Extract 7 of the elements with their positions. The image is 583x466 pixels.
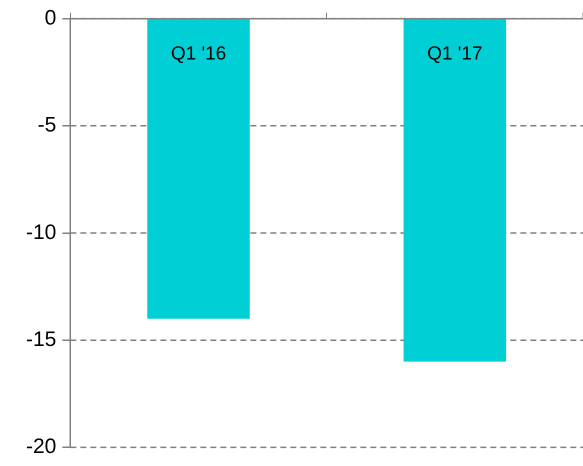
x-tick-label: Q1 '16 <box>170 44 226 65</box>
y-tick-label: -10 <box>26 220 56 244</box>
y-tick-label: 0 <box>44 6 56 30</box>
y-tick-label: -15 <box>26 328 56 351</box>
x-tick-label: Q1 '17 <box>427 44 483 65</box>
y-tick-label: -20 <box>26 435 56 458</box>
y-tick-label: -5 <box>38 114 56 137</box>
